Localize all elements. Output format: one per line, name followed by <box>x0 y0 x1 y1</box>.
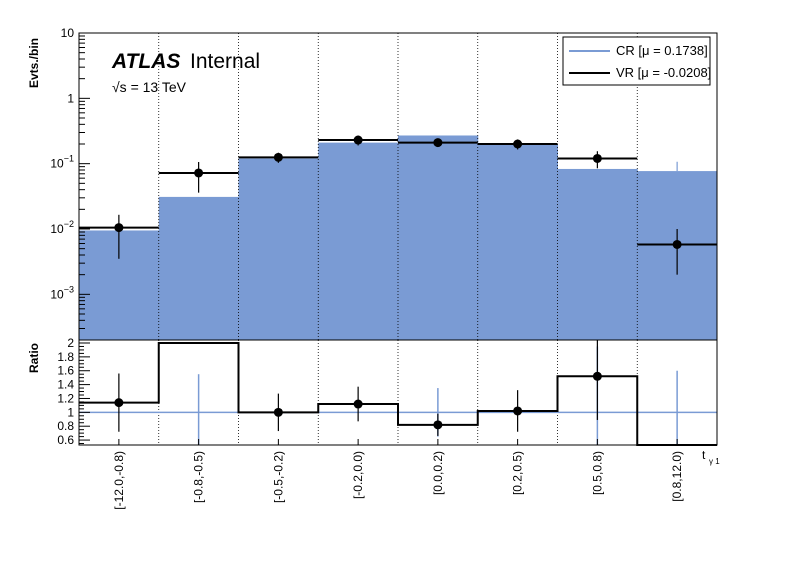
legend-cr-label: CR [μ = 0.1738] <box>616 43 708 58</box>
legend-vr-label: VR [μ = -0.0208] <box>616 65 711 80</box>
cr-bar-2 <box>238 158 319 340</box>
x-axis-label: t <box>702 448 706 462</box>
x-tick-label-0: [-12.0,-0.8) <box>112 451 126 510</box>
x-tick-label-4: [0.0,0.2) <box>431 451 445 495</box>
ratio-point-2 <box>273 407 283 417</box>
ratio-y-axis-label: Ratio <box>27 343 41 373</box>
vr-point-1 <box>194 168 204 178</box>
ratio-tick-label: 1.8 <box>57 350 74 364</box>
cr-bar-3 <box>318 142 399 340</box>
x-tick-label-2: [-0.5,-0.2) <box>271 451 285 503</box>
energy-label: √s = 13 TeV <box>112 79 187 95</box>
ratio-tick-label: 1.4 <box>57 378 74 392</box>
vr-point-7 <box>672 239 682 249</box>
ratio-tick-label: 1.6 <box>57 364 74 378</box>
ratio-point-5 <box>513 406 523 416</box>
y-tick-label: 10−2 <box>50 219 74 236</box>
vr-point-3 <box>353 135 363 145</box>
atlas-label: ATLAS <box>111 50 180 73</box>
ratio-tick-label: 1 <box>67 405 74 419</box>
x-tick-label-3: [-0.2,0.0) <box>351 451 365 499</box>
cr-bar-4 <box>398 135 479 340</box>
ratio-point-6 <box>592 371 602 381</box>
x-tick-label-6: [0.5,0.8) <box>590 451 604 495</box>
ratio-point-3 <box>353 399 363 409</box>
ratio-tick-label: 0.6 <box>57 433 74 447</box>
vr-point-0 <box>114 223 124 233</box>
cr-bar-5 <box>477 143 558 340</box>
cr-bar-6 <box>557 168 638 340</box>
cr-bar-1 <box>158 196 239 340</box>
ratio-point-0 <box>114 398 124 408</box>
ratio-tick-label: 0.8 <box>57 419 74 433</box>
legend: CR [μ = 0.1738] VR [μ = -0.0208] <box>562 36 711 86</box>
ratio-tick-label: 1.2 <box>57 391 74 405</box>
y-tick-label: 10 <box>61 26 75 40</box>
x-tick-label-5: [0.2,0.5) <box>511 451 525 495</box>
x-axis-label-subscript: γ 1 <box>709 457 720 466</box>
ratio-point-4 <box>433 420 443 430</box>
vr-point-2 <box>273 152 283 162</box>
vr-point-6 <box>592 153 602 163</box>
x-tick-label-1: [-0.8,-0.5) <box>192 451 206 503</box>
ratio-tick-label: 2 <box>67 336 74 350</box>
y-axis-label: Evts./bin <box>27 38 41 88</box>
vr-point-4 <box>433 138 443 148</box>
y-tick-label: 10−3 <box>50 284 74 301</box>
y-tick-label: 10−1 <box>50 154 74 171</box>
ratio-plot-frame <box>78 339 718 446</box>
y-tick-label: 1 <box>67 91 74 105</box>
atlas-status-label: Internal <box>190 50 260 73</box>
x-tick-label-7: [0.8,12.0) <box>670 451 684 502</box>
vr-point-5 <box>513 139 523 149</box>
